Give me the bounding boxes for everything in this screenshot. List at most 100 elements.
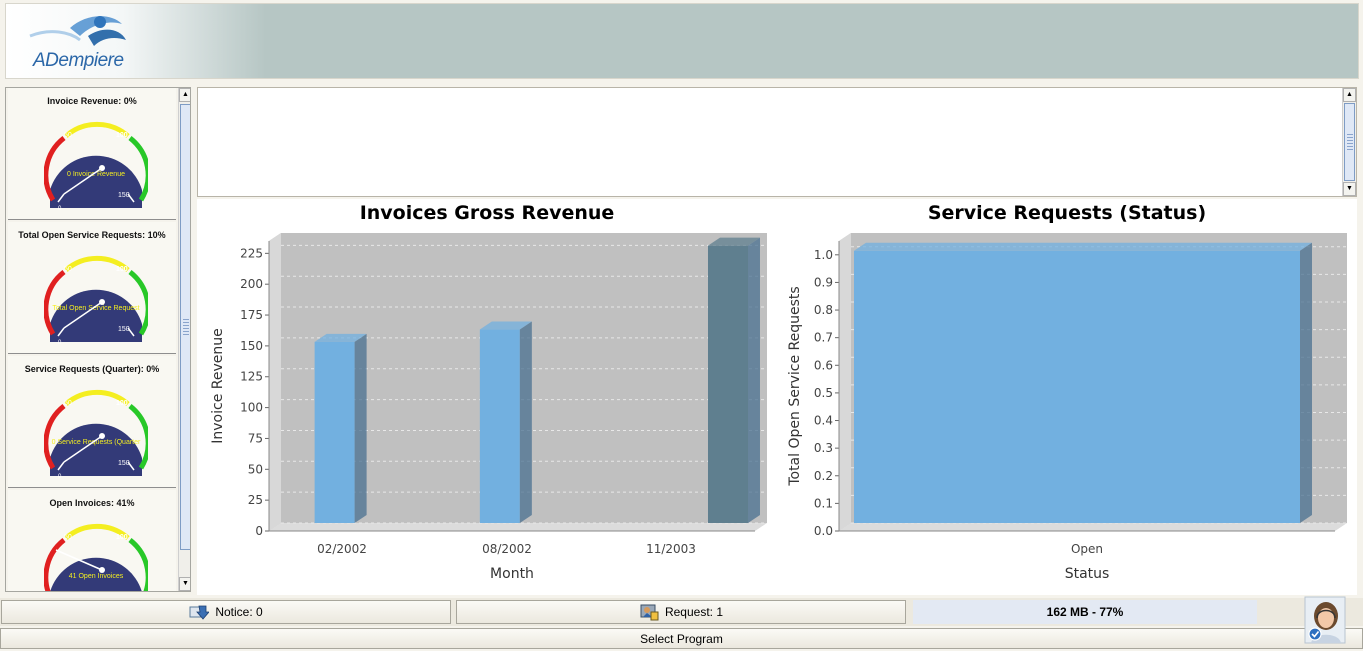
request-button[interactable]: Request: 1 xyxy=(456,600,906,624)
y-tick-label: 50 xyxy=(248,462,263,476)
performance-gauges-panel: Invoice Revenue: 0% 50 100 0 150 0 Invoice Re… xyxy=(5,87,191,592)
gauge-dial: 50 100 0 150 0 Service Requests (Quarter xyxy=(44,389,148,480)
y-tick-label: 0.0 xyxy=(814,524,833,538)
gauge-tick-label: 100 xyxy=(116,534,128,541)
gauge-tick-label: 0 xyxy=(58,340,62,346)
content-scrollbar[interactable]: ▲ ▼ xyxy=(1342,88,1356,196)
y-axis-title: Invoice Revenue xyxy=(210,328,226,443)
scrollbar-thumb[interactable] xyxy=(180,104,190,550)
notice-button[interactable]: Notice: 0 xyxy=(1,600,451,624)
gauge-value-label: 0 Service Requests (Quarter xyxy=(52,439,141,446)
program-label: Select Program xyxy=(640,631,723,646)
y-tick-label: 150 xyxy=(240,339,263,353)
x-axis-title: Status xyxy=(1065,566,1110,582)
html-content-area[interactable]: ▲ ▼ xyxy=(197,87,1357,197)
request-label: Request: 1 xyxy=(664,605,724,619)
gauge-value-label: 41 Open Invoices xyxy=(69,573,124,580)
gauge-tick-label: 0 xyxy=(58,206,62,212)
gauge-tick-label: 100 xyxy=(116,132,128,139)
header-banner: ADempiere xyxy=(5,3,1359,79)
gauge-card[interactable]: Total Open Service Requests: 10% 50 100 0 15… xyxy=(8,222,176,354)
gauge-dial: 50 100 0 150 0 Invoice Revenue xyxy=(44,121,148,212)
x-axis-title: Month xyxy=(490,566,534,582)
y-tick-label: 75 xyxy=(248,431,263,445)
y-tick-label: 1.0 xyxy=(814,248,833,262)
gauge-needle xyxy=(63,435,103,463)
y-tick-label: 0.2 xyxy=(814,469,833,483)
bar-side xyxy=(1300,242,1312,524)
plot-side-wall xyxy=(269,233,281,531)
gauge-needle xyxy=(63,301,103,329)
y-tick-label: 175 xyxy=(240,308,263,322)
down-arrow-icon xyxy=(189,605,210,620)
y-tick-label: 0.6 xyxy=(814,358,833,372)
y-tick-label: 0.9 xyxy=(814,275,833,289)
bar xyxy=(479,329,520,523)
gauge-title: Service Requests (Quarter): 0% xyxy=(24,364,160,374)
gauge-card[interactable]: Open Invoices: 41%50100015041 Open Invoi… xyxy=(8,490,176,591)
chart-title: Service Requests (Status) xyxy=(928,202,1206,224)
bar xyxy=(314,341,355,523)
bar-side xyxy=(354,333,367,523)
scroll-down-button[interactable]: ▼ xyxy=(179,577,190,591)
gauge-needle xyxy=(55,549,103,571)
gauge-hub xyxy=(99,567,105,573)
x-tick-label: 08/2002 xyxy=(482,542,532,556)
gauges-scrollbar[interactable]: ▲ ▼ xyxy=(178,88,190,591)
gauge-needle xyxy=(63,167,103,195)
gauge-tick-label: 150 xyxy=(118,460,130,467)
y-tick-label: 0.3 xyxy=(814,441,833,455)
plot-floor xyxy=(839,523,1347,531)
y-tick-label: 25 xyxy=(248,493,263,507)
gauge-value-label: Total Open Service Request xyxy=(52,305,139,312)
x-tick-label: 02/2002 xyxy=(317,542,367,556)
y-tick-label: 225 xyxy=(240,246,263,260)
bar-side xyxy=(519,321,532,523)
memory-usage[interactable]: 162 MB - 77% xyxy=(913,600,1257,624)
bar xyxy=(854,250,1300,524)
scrollbar-thumb[interactable] xyxy=(1344,103,1355,181)
plot-side-wall xyxy=(839,233,851,531)
gauge-title: Invoice Revenue: 0% xyxy=(47,96,137,106)
gauge-card[interactable]: Invoice Revenue: 0% 50 100 0 150 0 Invoice Re… xyxy=(8,88,176,220)
gauge-hub xyxy=(99,165,105,171)
gauge-tick-label: 0 xyxy=(58,474,62,480)
scroll-down-button[interactable]: ▼ xyxy=(1343,182,1356,196)
gauge-tick-label: 50 xyxy=(64,400,72,407)
gauge-title: Total Open Service Requests: 10% xyxy=(18,230,166,240)
invoices-gross-revenue-chart[interactable]: Invoices Gross Revenue 0 25 50 75 100 125 150 17… xyxy=(197,199,777,595)
service-requests-status-chart[interactable]: Service Requests (Status) 0.0 0.1 0.2 0.3 0.4… xyxy=(777,199,1357,595)
support-agent-avatar-icon[interactable] xyxy=(1303,596,1347,646)
y-tick-label: 0.1 xyxy=(814,496,833,510)
gauge-value-label: 0 Invoice Revenue xyxy=(67,171,125,178)
scroll-up-button[interactable]: ▲ xyxy=(1343,88,1356,102)
bar-top xyxy=(479,321,532,330)
y-tick-label: 100 xyxy=(240,401,263,415)
charts-area: Invoices Gross Revenue 0 25 50 75 100 125 150 17… xyxy=(197,199,1357,595)
y-tick-label: 125 xyxy=(240,370,263,384)
plot-floor xyxy=(269,523,767,531)
gauge-tick-label: 50 xyxy=(64,132,72,139)
bar-top xyxy=(854,242,1312,251)
y-tick-label: 0.8 xyxy=(814,303,833,317)
bar-top xyxy=(707,237,760,246)
status-bar: Notice: 0 Request: 1 162 MB - 77% xyxy=(0,598,1363,626)
adempiere-logo-icon xyxy=(29,16,126,46)
y-tick-label: 0 xyxy=(255,524,263,538)
x-tick-label: 11/2003 xyxy=(646,542,696,556)
program-status-bar: Select Program xyxy=(0,628,1363,649)
memory-label: 162 MB - 77% xyxy=(1046,605,1124,619)
gauge-hub xyxy=(99,433,105,439)
y-tick-label: 0.5 xyxy=(814,386,833,400)
request-icon xyxy=(640,604,659,621)
notice-label: Notice: 0 xyxy=(215,605,263,619)
scroll-up-button[interactable]: ▲ xyxy=(179,88,190,102)
y-tick-label: 200 xyxy=(240,277,263,291)
chart-title: Invoices Gross Revenue xyxy=(360,202,615,224)
gauge-hub xyxy=(99,299,105,305)
gauge-dial: 50100015041 Open Invoices xyxy=(44,523,148,591)
bar-side xyxy=(747,237,760,523)
gauge-card[interactable]: Service Requests (Quarter): 0% 50 100 0 150 0… xyxy=(8,356,176,488)
y-tick-label: 0.7 xyxy=(814,331,833,345)
